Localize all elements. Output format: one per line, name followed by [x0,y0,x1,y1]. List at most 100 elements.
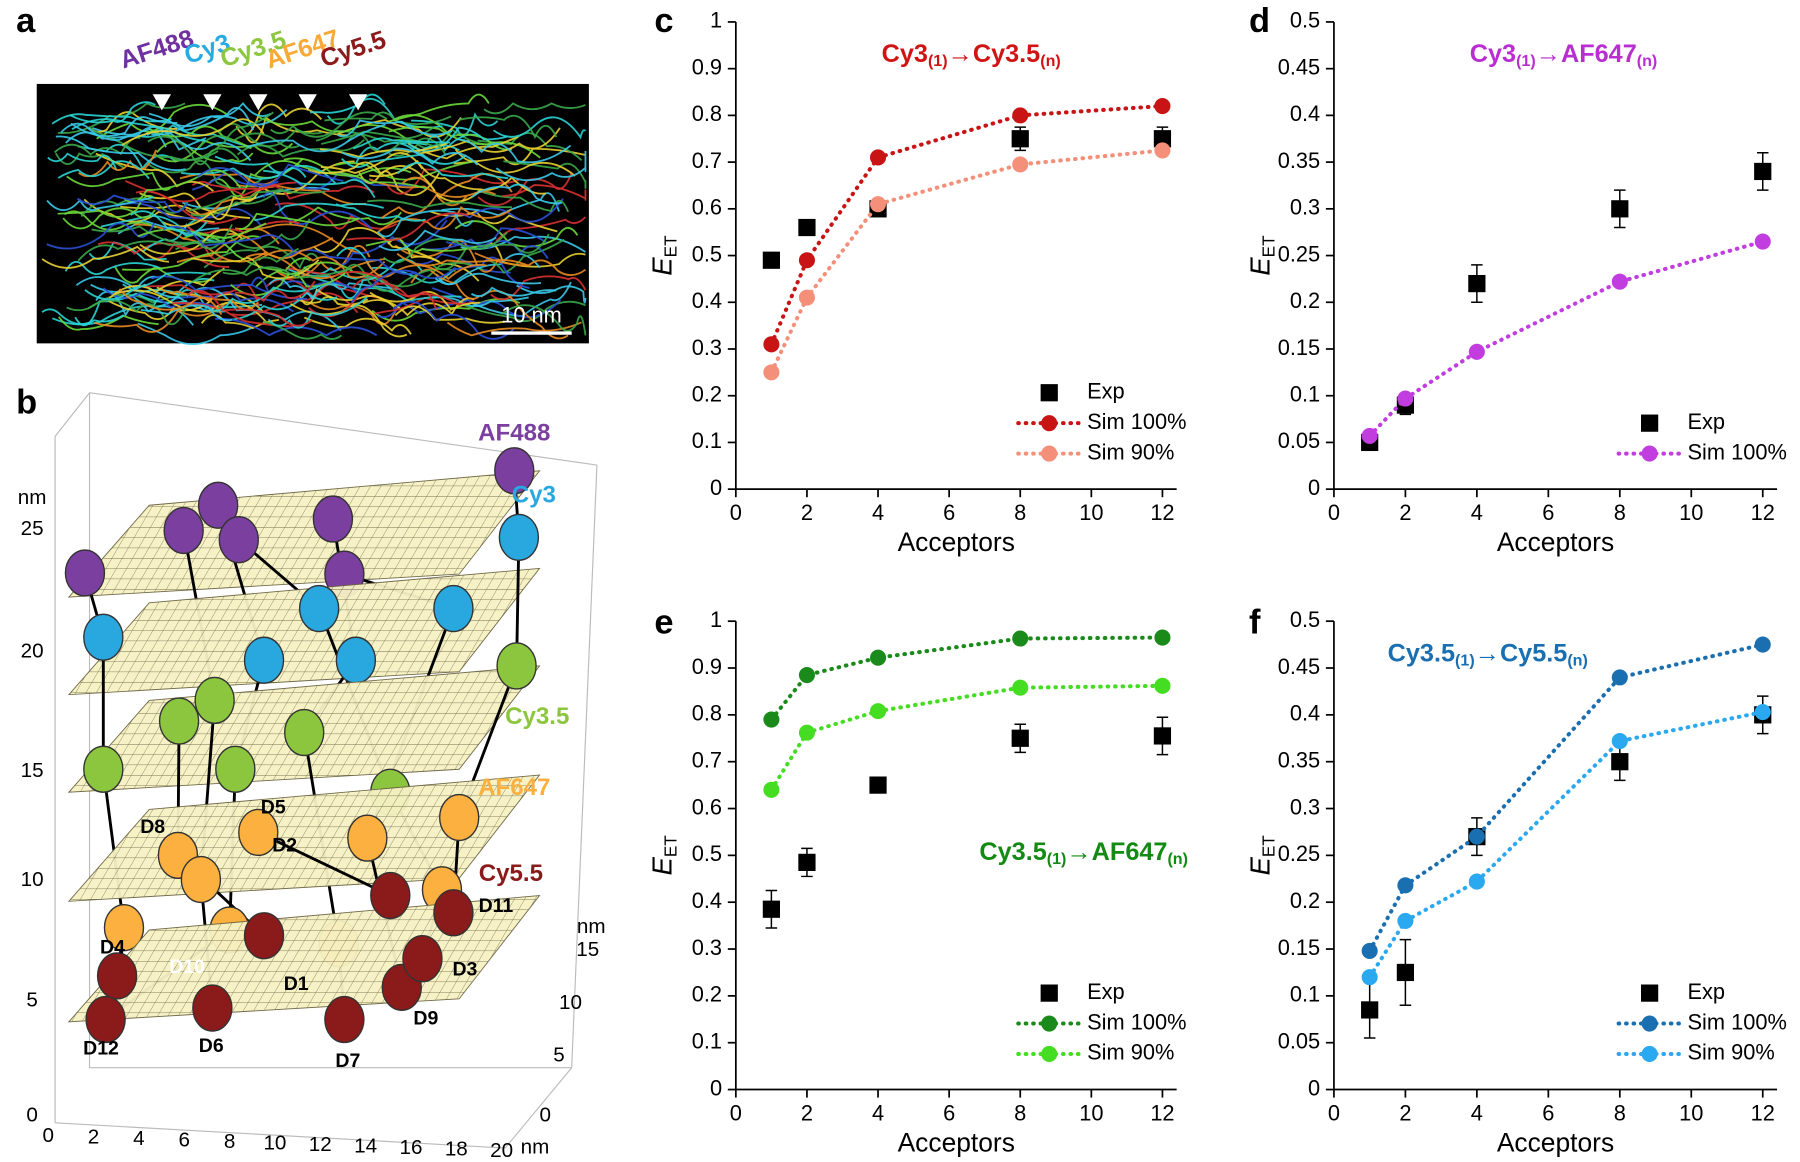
fiber [58,314,159,331]
legend-label: Exp [1688,409,1726,434]
fiber [308,282,461,318]
marker [798,218,816,237]
fiber [350,266,456,304]
marker [1154,142,1171,159]
fiber [493,116,587,140]
y-tick-label: 0 [1308,1075,1320,1100]
title-subscript: (1) [928,52,948,70]
title-text: →Cy5.5 [1475,639,1568,667]
x-tick-label: 12 [1751,500,1775,525]
z-tick-label: 20 [21,640,44,663]
donor-label: D4 [100,937,125,959]
fiber [77,240,225,262]
fiber [267,296,368,329]
y-tick-label: 0 [1308,475,1320,500]
panel-label: d [1249,2,1270,40]
title-subscript: (n) [1167,850,1188,868]
fiber [310,93,386,114]
x-tick-label: 2 [88,1126,99,1149]
marker [763,781,780,798]
fiber [411,253,511,274]
fiber [392,300,515,340]
x-tick-label: 6 [1542,1101,1554,1126]
fiber [367,199,513,209]
y-tick-label: 0.15 [1278,935,1320,960]
fiber [516,284,587,304]
fiber [74,292,188,327]
fiber [283,157,427,190]
marker [1397,912,1414,929]
fiber [218,122,323,147]
x-tick-label: 12 [1150,500,1174,525]
marker [1011,130,1029,148]
y-tick-label: 0.3 [1290,794,1320,819]
marker [1468,828,1485,845]
dye-node [347,814,388,862]
x-tick-label: 2 [1399,1101,1411,1126]
dye-node [498,513,540,562]
marker [762,251,781,269]
series-line [769,635,1165,722]
fiber [231,292,359,316]
fiber [161,195,257,228]
fiber [434,198,564,228]
x-tick-label: 4 [1471,500,1483,525]
fiber [446,321,582,337]
fiber [151,275,308,300]
fiber [346,212,469,242]
panel-label: f [1249,604,1261,642]
series-line [769,104,1165,347]
donor-label: D7 [335,1050,360,1072]
y-tick-label: 0.35 [1278,747,1320,772]
fiber [137,222,267,240]
marker [1754,704,1771,721]
x-tick-label: 6 [943,1101,955,1126]
y-label-subscript: ET [660,835,680,857]
marker [763,336,780,353]
link [257,831,391,897]
dye-node [83,613,124,661]
marker [1754,162,1772,181]
z-unit: nm [18,486,47,509]
donor-label: D5 [261,796,286,818]
marker [1468,873,1485,890]
fiber [46,196,154,212]
marker [1611,753,1629,771]
fiber [91,224,233,250]
chart: 0 0.05 0.1 0.15 0.2 0.25 0.3 0.35 0.4 0.45 0.5 0 2 4 6… [1245,607,1787,1158]
fiber [295,171,417,191]
fiber [257,249,386,279]
fiber [483,102,586,115]
y-tick-label: 0.15 [1278,335,1320,360]
dye-node [85,995,126,1044]
fiber [337,119,453,138]
fiber [162,225,295,252]
fiber [371,298,521,322]
legend-label: Sim 90% [1688,1040,1775,1065]
dye-node [402,935,443,983]
fiber [95,152,214,192]
marker [1611,200,1629,218]
dye-marker [203,94,222,111]
x-tick-label: 10 [1679,1101,1703,1126]
fiber [417,127,561,155]
link [101,769,126,928]
z-tick-label: 10 [21,868,44,891]
fiber [458,114,558,140]
fiber [445,240,549,259]
fiber [222,247,300,275]
y-label-symbol: E [647,857,678,876]
title-subscript: (n) [1637,52,1658,70]
x-tick-label: 4 [1471,1101,1483,1126]
y-axis-label: EET [647,835,680,876]
y-tick-label: 0.2 [692,982,722,1007]
marker [1011,729,1029,747]
fiber [87,299,187,326]
chart-title: Cy3.5(1)→AF647(n) [979,838,1188,868]
fiber [469,281,572,318]
fiber [234,280,316,302]
marker [1361,969,1378,986]
y-tick-label: 0.1 [1290,982,1320,1007]
fiber [175,218,311,251]
fiber [396,133,481,153]
